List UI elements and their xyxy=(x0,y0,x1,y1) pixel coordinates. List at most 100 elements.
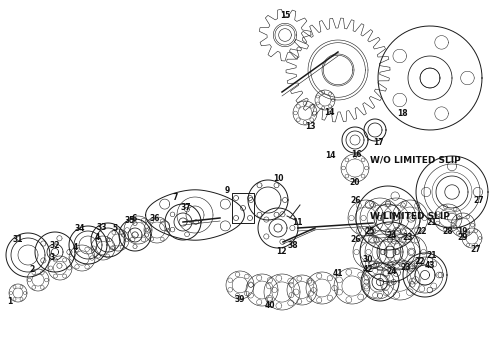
Polygon shape xyxy=(232,193,254,223)
Polygon shape xyxy=(378,26,482,130)
Polygon shape xyxy=(407,257,443,293)
Text: 13: 13 xyxy=(305,122,315,131)
Text: 41: 41 xyxy=(333,269,343,278)
Text: 36: 36 xyxy=(150,213,160,222)
Polygon shape xyxy=(91,223,125,257)
Polygon shape xyxy=(342,127,368,153)
Polygon shape xyxy=(144,217,170,243)
Polygon shape xyxy=(356,186,420,250)
Polygon shape xyxy=(286,18,390,122)
Text: 4: 4 xyxy=(95,234,99,243)
Polygon shape xyxy=(451,213,475,237)
Polygon shape xyxy=(259,9,311,61)
Text: 43: 43 xyxy=(425,261,435,270)
Text: 23: 23 xyxy=(401,264,411,273)
Polygon shape xyxy=(124,216,152,244)
Text: 24: 24 xyxy=(387,267,397,276)
Polygon shape xyxy=(360,222,420,282)
Text: 39: 39 xyxy=(235,296,245,305)
Polygon shape xyxy=(293,101,317,125)
Text: 19: 19 xyxy=(457,228,467,237)
Text: 22: 22 xyxy=(415,257,425,266)
Polygon shape xyxy=(146,190,245,240)
Text: 4: 4 xyxy=(73,243,77,252)
Text: 37: 37 xyxy=(181,202,191,212)
Polygon shape xyxy=(165,204,201,240)
Polygon shape xyxy=(403,253,447,297)
Text: 26: 26 xyxy=(351,235,361,244)
Text: 23: 23 xyxy=(403,234,413,243)
Polygon shape xyxy=(434,204,462,232)
Text: 18: 18 xyxy=(397,108,407,117)
Text: 40: 40 xyxy=(265,301,275,310)
Text: 7: 7 xyxy=(172,193,178,202)
Polygon shape xyxy=(264,274,300,310)
Text: 22: 22 xyxy=(417,228,427,237)
Text: 12: 12 xyxy=(276,248,286,256)
Text: 32: 32 xyxy=(50,240,60,249)
Polygon shape xyxy=(306,272,338,304)
Polygon shape xyxy=(258,208,298,248)
Polygon shape xyxy=(348,200,384,236)
Polygon shape xyxy=(360,198,400,238)
Polygon shape xyxy=(226,271,254,299)
Polygon shape xyxy=(6,233,50,277)
Text: 21: 21 xyxy=(427,251,437,260)
Polygon shape xyxy=(362,267,394,299)
Text: 6: 6 xyxy=(131,213,137,222)
Text: 35: 35 xyxy=(125,216,135,225)
Text: 14: 14 xyxy=(324,108,334,117)
Text: 20: 20 xyxy=(350,177,360,186)
Text: 27: 27 xyxy=(471,246,481,255)
Text: 33: 33 xyxy=(97,222,107,231)
Polygon shape xyxy=(365,234,401,270)
Polygon shape xyxy=(393,235,427,269)
Text: 38: 38 xyxy=(288,242,298,251)
Polygon shape xyxy=(69,245,95,271)
Polygon shape xyxy=(35,232,75,272)
Text: 3: 3 xyxy=(49,253,54,262)
Text: 24: 24 xyxy=(387,230,397,239)
Text: W/O LIMITED SLIP: W/O LIMITED SLIP xyxy=(370,156,461,165)
Text: 28: 28 xyxy=(442,228,453,237)
Text: 30: 30 xyxy=(363,256,373,265)
Text: 9: 9 xyxy=(224,185,230,194)
Text: 14: 14 xyxy=(325,150,335,159)
Text: 29: 29 xyxy=(458,234,468,243)
Polygon shape xyxy=(462,228,482,248)
Text: 31: 31 xyxy=(13,235,23,244)
Text: 42: 42 xyxy=(363,266,373,275)
Polygon shape xyxy=(361,263,399,301)
Polygon shape xyxy=(334,268,370,304)
Text: 25: 25 xyxy=(365,228,375,237)
Polygon shape xyxy=(416,156,488,228)
Polygon shape xyxy=(424,164,480,220)
Polygon shape xyxy=(248,180,288,220)
Text: 1: 1 xyxy=(7,297,13,306)
Polygon shape xyxy=(91,236,115,260)
Polygon shape xyxy=(392,200,428,236)
Text: W/LIMITED SLIP: W/LIMITED SLIP xyxy=(370,212,450,220)
Text: 5: 5 xyxy=(112,224,118,233)
Polygon shape xyxy=(315,90,335,110)
Text: 16: 16 xyxy=(351,149,361,158)
Text: 15: 15 xyxy=(280,10,290,19)
Text: 10: 10 xyxy=(273,174,283,183)
Polygon shape xyxy=(353,235,387,269)
Polygon shape xyxy=(380,260,420,300)
Polygon shape xyxy=(341,154,369,182)
Polygon shape xyxy=(376,198,416,238)
Polygon shape xyxy=(287,275,317,305)
Polygon shape xyxy=(379,234,415,270)
Text: 34: 34 xyxy=(75,224,85,233)
Polygon shape xyxy=(119,219,151,251)
Text: 2: 2 xyxy=(29,266,35,275)
Text: 26: 26 xyxy=(351,195,361,204)
Text: 11: 11 xyxy=(292,217,302,226)
Polygon shape xyxy=(364,119,386,141)
Polygon shape xyxy=(48,256,72,280)
Text: 27: 27 xyxy=(474,195,484,204)
Text: 17: 17 xyxy=(373,138,383,147)
Polygon shape xyxy=(9,284,27,302)
Polygon shape xyxy=(27,269,49,291)
